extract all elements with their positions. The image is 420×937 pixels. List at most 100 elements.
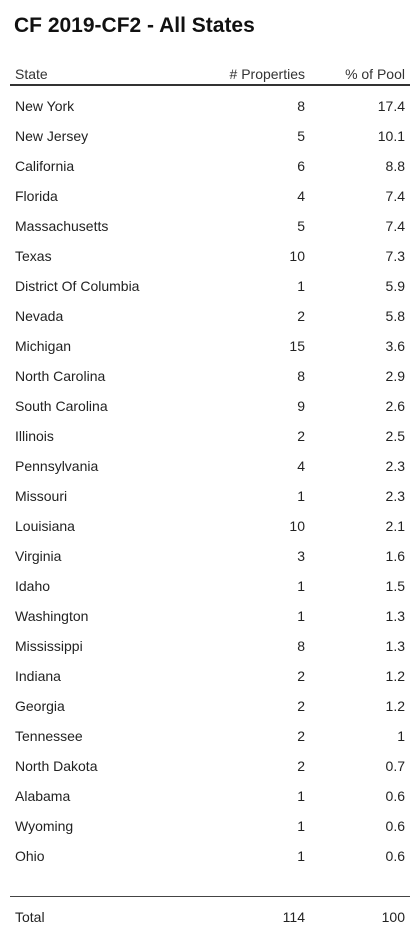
table-row: Michigan 15 3.6: [10, 331, 410, 361]
state-cell: South Carolina: [15, 398, 108, 414]
column-header-properties: # Properties: [229, 66, 305, 82]
pool-cell: 8.8: [385, 158, 405, 174]
properties-cell: 1: [297, 608, 305, 624]
table-row: Missouri 1 2.3: [10, 481, 410, 511]
table-row: District Of Columbia 1 5.9: [10, 271, 410, 301]
pool-cell: 1.3: [385, 638, 405, 654]
table-row: North Carolina 8 2.9: [10, 361, 410, 391]
pool-cell: 0.6: [385, 848, 405, 864]
table-row: Alabama 1 0.6: [10, 781, 410, 811]
pool-cell: 7.4: [385, 218, 405, 234]
state-cell: Massachusetts: [15, 218, 109, 234]
pool-cell: 3.6: [385, 338, 405, 354]
column-header-pool: % of Pool: [345, 66, 405, 82]
properties-cell: 1: [297, 488, 305, 504]
total-row: Total 114 100: [10, 896, 410, 937]
table-row: Virginia 3 1.6: [10, 541, 410, 571]
table-row: Georgia 2 1.2: [10, 691, 410, 721]
pool-cell: 2.3: [385, 488, 405, 504]
state-cell: Indiana: [15, 668, 61, 684]
properties-cell: 10: [289, 248, 305, 264]
table-row: Florida 4 7.4: [10, 181, 410, 211]
table-row: Illinois 2 2.5: [10, 421, 410, 451]
state-cell: Wyoming: [15, 818, 74, 834]
pool-cell: 5.8: [385, 308, 405, 324]
properties-cell: 2: [297, 428, 305, 444]
state-cell: Nevada: [15, 308, 64, 324]
state-cell: Ohio: [15, 848, 45, 864]
table-header: State # Properties % of Pool: [10, 64, 410, 86]
page-title: CF 2019-CF2 - All States: [14, 14, 255, 37]
state-cell: California: [15, 158, 75, 174]
state-cell: Tennessee: [15, 728, 83, 744]
pool-cell: 17.4: [377, 98, 405, 114]
pool-cell: 2.3: [385, 458, 405, 474]
properties-cell: 2: [297, 308, 305, 324]
state-cell: Washington: [15, 608, 89, 624]
properties-cell: 6: [297, 158, 305, 174]
state-cell: Michigan: [15, 338, 72, 354]
properties-cell: 1: [297, 788, 305, 804]
properties-cell: 1: [297, 578, 305, 594]
properties-cell: 1: [297, 818, 305, 834]
table-row: New Jersey 5 10.1: [10, 121, 410, 151]
state-cell: Virginia: [15, 548, 62, 564]
state-cell: Alabama: [15, 788, 71, 804]
state-cell: Florida: [15, 188, 58, 204]
pool-cell: 2.6: [385, 398, 405, 414]
properties-cell: 4: [297, 188, 305, 204]
state-cell: Texas: [15, 248, 52, 264]
properties-cell: 2: [297, 728, 305, 744]
pool-cell: 1: [397, 728, 405, 744]
properties-cell: 1: [297, 278, 305, 294]
pool-cell: 1.6: [385, 548, 405, 564]
state-cell: Illinois: [15, 428, 54, 444]
table-row: Washington 1 1.3: [10, 601, 410, 631]
pool-cell: 1.5: [385, 578, 405, 594]
pool-cell: 10.1: [377, 128, 405, 144]
state-cell: Georgia: [15, 698, 65, 714]
state-cell: North Carolina: [15, 368, 106, 384]
table-row: South Carolina 9 2.6: [10, 391, 410, 421]
state-cell: New York: [15, 98, 75, 114]
pool-cell: 1.2: [385, 668, 405, 684]
state-cell: Pennsylvania: [15, 458, 99, 474]
table-row: Massachusetts 5 7.4: [10, 211, 410, 241]
pool-cell: 0.7: [385, 758, 405, 774]
pool-cell: 2.9: [385, 368, 405, 384]
table-row: Wyoming 1 0.6: [10, 811, 410, 841]
properties-cell: 8: [297, 98, 305, 114]
column-header-state: State: [15, 66, 48, 82]
state-cell: New Jersey: [15, 128, 89, 144]
properties-cell: 10: [289, 518, 305, 534]
total-properties: 114: [282, 909, 305, 925]
table-row: Mississippi 8 1.3: [10, 631, 410, 661]
state-cell: Missouri: [15, 488, 68, 504]
properties-cell: 2: [297, 698, 305, 714]
table-row: Tennessee 2 1: [10, 721, 410, 751]
pool-cell: 1.2: [385, 698, 405, 714]
table-row: North Dakota 2 0.7: [10, 751, 410, 781]
pool-cell: 2.5: [385, 428, 405, 444]
pool-cell: 2.1: [385, 518, 405, 534]
state-cell: Louisiana: [15, 518, 75, 534]
table-row: Pennsylvania 4 2.3: [10, 451, 410, 481]
pool-cell: 7.4: [385, 188, 405, 204]
pool-cell: 7.3: [385, 248, 405, 264]
properties-cell: 8: [297, 638, 305, 654]
table-row: Nevada 2 5.8: [10, 301, 410, 331]
table-row: New York 8 17.4: [10, 91, 410, 121]
state-cell: District Of Columbia: [15, 278, 140, 294]
pool-cell: 5.9: [385, 278, 405, 294]
total-label: Total: [15, 909, 45, 925]
properties-cell: 5: [297, 128, 305, 144]
table-row: Louisiana 10 2.1: [10, 511, 410, 541]
pool-cell: 0.6: [385, 788, 405, 804]
properties-cell: 8: [297, 368, 305, 384]
table-row: Indiana 2 1.2: [10, 661, 410, 691]
table-row: Texas 10 7.3: [10, 241, 410, 271]
total-pool: 100: [381, 909, 405, 925]
state-cell: North Dakota: [15, 758, 98, 774]
properties-cell: 5: [297, 218, 305, 234]
state-cell: Idaho: [15, 578, 51, 594]
